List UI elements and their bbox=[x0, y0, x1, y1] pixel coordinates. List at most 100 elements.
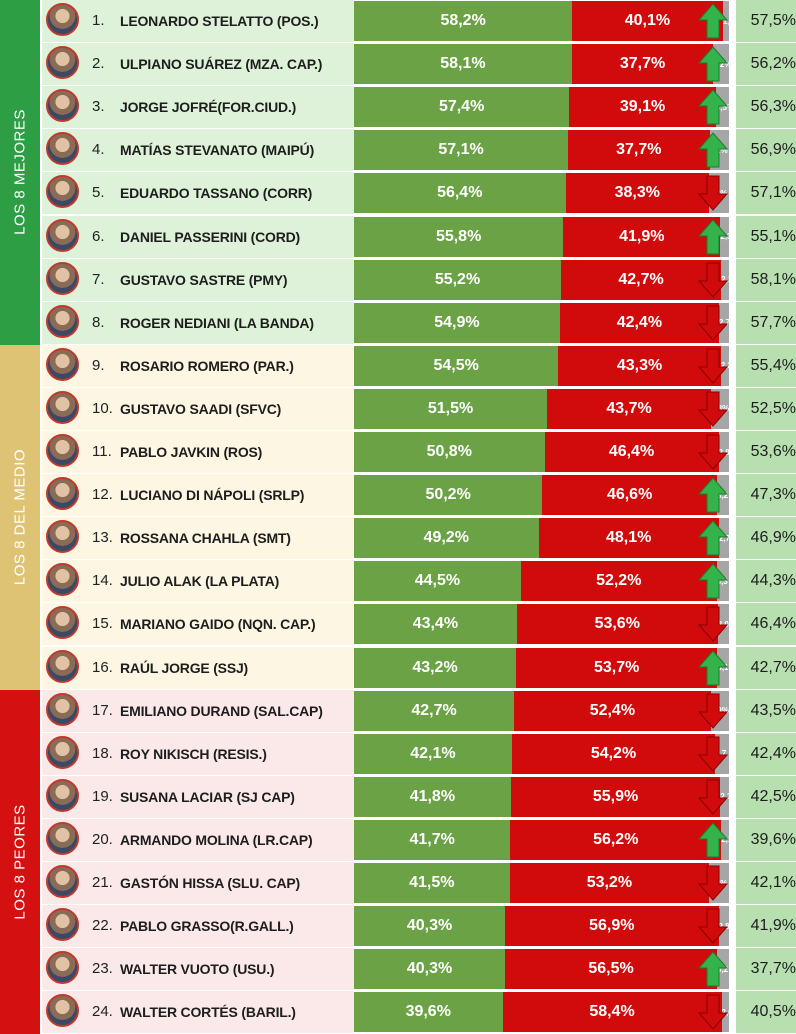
previous-value: 55,4% bbox=[750, 356, 796, 374]
bar-negative: 55,9% bbox=[510, 776, 721, 817]
arrow-down-icon bbox=[698, 175, 728, 212]
trend-arrow-shape bbox=[698, 175, 728, 212]
bar-positive: 54,5% bbox=[354, 345, 559, 386]
previous-column: 56,9% bbox=[736, 129, 796, 172]
previous-column: 52,5% bbox=[736, 387, 796, 430]
bar-ns: 2,8 bbox=[718, 906, 729, 947]
ns-label: 4,2% bbox=[713, 59, 729, 69]
stacked-bar: 50,2% 46,6% 3,2 bbox=[354, 475, 729, 516]
bar-positive: 44,5% bbox=[354, 561, 521, 602]
table-row: 6.DANIEL PASSERINI (CORD)55,8%41,9%2,355… bbox=[42, 215, 796, 258]
previous-column: 47,3% bbox=[736, 474, 796, 517]
table-row: 9. ROSARIO ROMERO (PAR.) 54,5% 43,3% 2,2 55,4… bbox=[42, 344, 796, 387]
trend-arrow-shape bbox=[698, 779, 728, 815]
negative-label: 56,5% bbox=[588, 960, 634, 978]
mayor-name: EDUARDO TASSANO (CORR) bbox=[120, 185, 313, 202]
group-label-text: LOS 8 PEORES bbox=[11, 804, 29, 920]
previous-column: 58,1% bbox=[736, 258, 796, 301]
group-label: LOS 8 PEORES bbox=[0, 689, 40, 1034]
previous-column: 57,1% bbox=[736, 172, 796, 215]
arrow-down-icon bbox=[698, 348, 728, 384]
mayor-name: ROSARIO ROMERO (PAR.) bbox=[120, 357, 294, 374]
trend-arrow-shape bbox=[698, 89, 728, 125]
avatar bbox=[46, 347, 79, 381]
positive-label: 50,2% bbox=[425, 486, 471, 504]
previous-value: 41,9% bbox=[750, 917, 796, 935]
rank-number: 5. bbox=[92, 184, 105, 202]
previous-column: 53,6% bbox=[736, 431, 796, 473]
table-row: 5.EDUARDO TASSANO (CORR)56,4%38,3%5,3%57… bbox=[42, 172, 796, 215]
rank-number: 18. bbox=[92, 744, 113, 762]
bar-positive: 40,3% bbox=[354, 906, 506, 947]
previous-column: 57,5% bbox=[736, 0, 796, 42]
bar-ns: 2,0 bbox=[721, 992, 729, 1033]
table-row: 2. ULPIANO SUÁREZ (MZA. CAP.) 58,1% 37,7% 4,… bbox=[42, 43, 796, 86]
bar-positive: 58,1% bbox=[354, 44, 572, 85]
ns-label: 2,1 bbox=[721, 835, 729, 845]
ns-label: 2,2 bbox=[720, 361, 729, 371]
ns-label: 3,2 bbox=[717, 964, 729, 974]
rank-number: 19. bbox=[92, 787, 113, 805]
previous-column: 44,3% bbox=[736, 560, 796, 603]
negative-label: 43,7% bbox=[606, 399, 652, 417]
previous-column: 43,5% bbox=[736, 689, 796, 732]
negative-label: 39,1% bbox=[619, 98, 666, 116]
bar-positive: 43,2% bbox=[354, 647, 516, 688]
ns-label: 2,7 bbox=[718, 318, 729, 328]
row-info: 19. SUSANA LACIAR (SJ CAP) bbox=[42, 775, 354, 818]
bar-negative: 43,7% bbox=[547, 388, 711, 429]
row-info: 20. ARMANDO MOLINA (LR.CAP) bbox=[42, 818, 354, 861]
avatar bbox=[46, 3, 79, 36]
mayor-name: MATÍAS STEVANATO (MAIPÚ) bbox=[120, 142, 315, 159]
stacked-bar: 57,1%37,7%5,2% bbox=[354, 130, 729, 171]
trend-arrow-shape bbox=[698, 218, 728, 254]
rank-number: 13. bbox=[92, 529, 113, 547]
stacked-bar: 40,3% 56,5% 3,2 bbox=[354, 949, 729, 990]
stacked-bar: 50,8% 46,4% 2,8 bbox=[354, 432, 729, 472]
previous-value: 46,4% bbox=[750, 615, 796, 633]
bar-negative: 53,7% bbox=[516, 647, 718, 688]
table-row: 10. GUSTAVO SAADI (SFVC) 51,5% 43,7% 4,8% 52,… bbox=[42, 387, 796, 430]
trend-arrow-shape bbox=[698, 305, 728, 341]
group-label: LOS 8 MEJORES bbox=[0, 0, 40, 345]
bar-negative: 42,7% bbox=[561, 259, 722, 300]
group-label-text: LOS 8 MEJORES bbox=[11, 109, 29, 236]
arrow-down-icon bbox=[698, 908, 728, 944]
positive-label: 49,2% bbox=[423, 529, 469, 547]
negative-label: 53,7% bbox=[594, 658, 640, 676]
positive-label: 43,4% bbox=[412, 615, 459, 633]
table-row: 17. EMILIANO DURAND (SAL.CAP) 42,7% 52,4% 4,… bbox=[42, 689, 796, 732]
mayor-name: PABLO JAVKIN (ROS) bbox=[120, 444, 263, 460]
table-row: 15. MARIANO GAIDO (NQN. CAP.) 43,4% 53,6% 3,… bbox=[42, 603, 796, 646]
previous-value: 58,1% bbox=[750, 270, 796, 288]
rank-number: 8. bbox=[92, 313, 105, 331]
mayor-name: WALTER VUOTO (USU.) bbox=[120, 961, 275, 978]
arrow-up-icon bbox=[698, 89, 728, 125]
previous-column: 55,4% bbox=[736, 344, 796, 387]
bar-positive: 50,8% bbox=[354, 432, 545, 472]
trend-arrow-shape bbox=[698, 649, 728, 685]
rank-number: 23. bbox=[92, 960, 113, 978]
ns-label: 3,0 bbox=[717, 619, 729, 629]
negative-label: 53,2% bbox=[586, 874, 633, 891]
positive-label: 51,5% bbox=[427, 399, 474, 417]
table-row: 1.LEONARDO STELATTO (POS.)58,2%40,1%1,75… bbox=[42, 0, 796, 42]
mayor-name: ROY NIKISCH (RESIS.) bbox=[120, 745, 267, 762]
avatar bbox=[46, 778, 79, 812]
bar-ns: 2,2 bbox=[720, 345, 729, 386]
trend-arrow-shape bbox=[698, 693, 728, 729]
bar-ns: 2,1 bbox=[721, 819, 729, 860]
row-info: 6. DANIEL PASSERINI (CORD) bbox=[42, 215, 354, 258]
positive-label: 57,4% bbox=[438, 98, 485, 116]
trend-arrow-shape bbox=[698, 477, 728, 513]
previous-column: 41,9% bbox=[736, 905, 796, 948]
table-row: 11. PABLO JAVKIN (ROS) 50,8% 46,4% 2,8 53,6% bbox=[42, 431, 796, 473]
positive-label: 40,3% bbox=[406, 960, 453, 978]
stacked-bar: 42,7% 52,4% 4,9% bbox=[354, 690, 729, 731]
row-info: 14. JULIO ALAK (LA PLATA) bbox=[42, 560, 354, 603]
bar-positive: 54,9% bbox=[354, 302, 560, 343]
bar-ns: 2,7 bbox=[718, 518, 729, 559]
row-info: 12. LUCIANO DI NÁPOLI (SRLP) bbox=[42, 474, 354, 517]
bar-negative: 52,4% bbox=[514, 690, 711, 731]
table-row: 13. ROSSANA CHAHLA (SMT) 49,2% 48,1% 2,7 46,9… bbox=[42, 517, 796, 560]
